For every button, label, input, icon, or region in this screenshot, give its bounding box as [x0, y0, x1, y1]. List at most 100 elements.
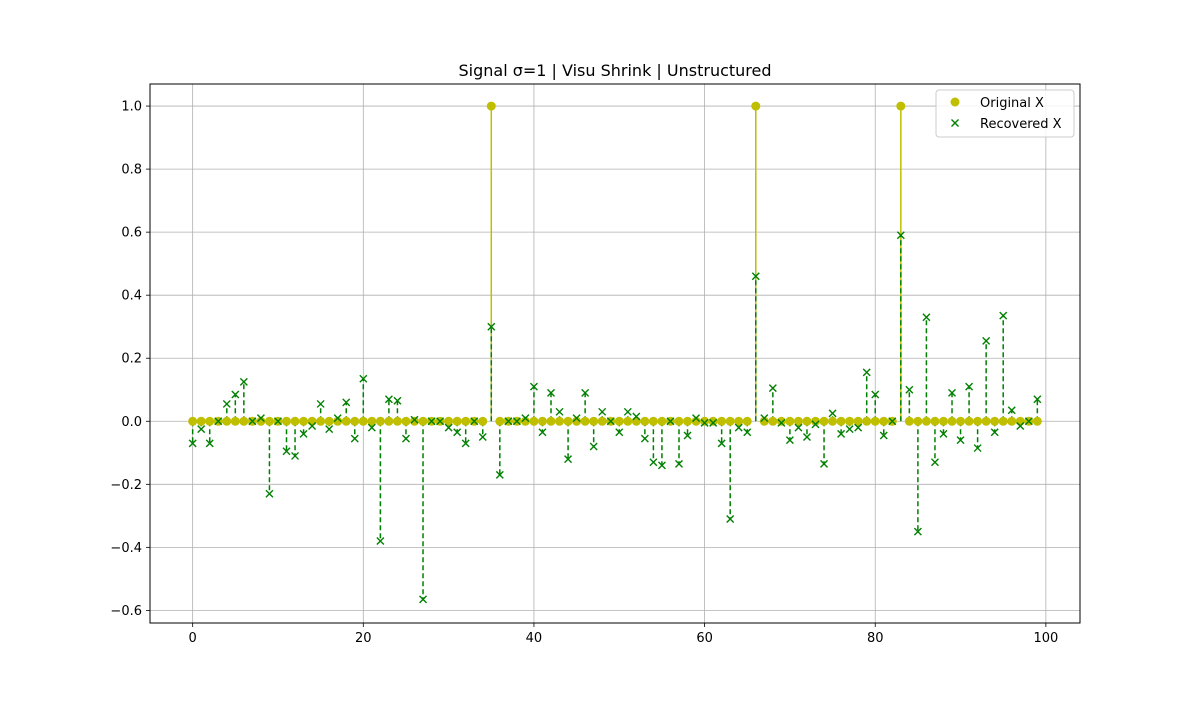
recovered-point [299, 429, 308, 438]
recovered-point [547, 388, 556, 397]
original-point [341, 416, 351, 426]
original-point [264, 416, 274, 426]
legend-marker-original [950, 97, 960, 107]
original-point [1015, 416, 1025, 426]
chart-title: Signal σ=1 | Visu Shrink | Unstructured [458, 61, 771, 80]
recovered-point [837, 429, 846, 438]
recovered-point [820, 459, 829, 468]
legend-label-original: Original X [980, 96, 1044, 111]
recovered-point [1024, 417, 1033, 426]
original-point [444, 416, 454, 426]
original-point [683, 416, 693, 426]
marker-layer [188, 101, 1042, 604]
recovered-point [188, 439, 197, 448]
original-point [375, 416, 385, 426]
original-point [981, 416, 991, 426]
original-point [870, 416, 880, 426]
original-point [947, 416, 957, 426]
recovered-point [888, 417, 897, 426]
original-point [461, 416, 471, 426]
original-point [811, 416, 821, 426]
recovered-point [291, 451, 300, 460]
y-tick-label: −0.6 [110, 604, 142, 619]
legend-marker-recovered [951, 119, 959, 127]
recovered-point [666, 417, 675, 426]
original-point [537, 416, 547, 426]
y-tick-label: −0.4 [110, 541, 142, 556]
original-point [409, 416, 419, 426]
recovered-point [828, 409, 837, 418]
original-point [998, 416, 1008, 426]
recovered-point [871, 390, 880, 399]
recovered-point [1033, 395, 1042, 404]
original-point [930, 416, 940, 426]
original-point [520, 416, 530, 426]
recovered-point [922, 313, 931, 322]
original-point [486, 101, 496, 111]
recovered-point [973, 444, 982, 453]
recovered-point [376, 537, 385, 546]
recovered-point [256, 414, 265, 423]
original-point [853, 416, 863, 426]
original-point [188, 416, 198, 426]
original-point [879, 416, 889, 426]
recovered-point [308, 422, 317, 430]
original-point [734, 416, 744, 426]
tick-layer: 0 20 40 60 80 100 −0.6 −0.4 −0.2 0.0 0.2 0.4 0.6 0.8 1… [110, 100, 1058, 646]
recovered-point [879, 431, 888, 440]
recovered-point [692, 414, 701, 423]
recovered-point [427, 417, 436, 426]
recovered-point [282, 447, 291, 456]
recovered-point [948, 388, 957, 397]
recovered-point [905, 385, 914, 394]
y-tick-label: 1.0 [121, 100, 142, 115]
original-point [657, 416, 667, 426]
recovered-point [205, 439, 214, 448]
recovered-point [598, 407, 607, 416]
recovered-point [367, 423, 376, 432]
original-point [367, 416, 377, 426]
x-tick-label: 0 [189, 631, 197, 646]
y-tick-label: 0.4 [121, 289, 142, 304]
recovered-point [444, 423, 453, 432]
recovered-point [384, 395, 393, 404]
original-point [333, 416, 343, 426]
original-point [990, 416, 1000, 426]
recovered-point [965, 382, 974, 391]
recovered-point [248, 417, 257, 426]
recovered-point [640, 434, 649, 443]
recovered-point [359, 374, 368, 383]
legend-x-glyph [951, 119, 959, 127]
original-point [614, 416, 624, 426]
recovered-point [777, 418, 786, 427]
recovered-point [419, 595, 428, 604]
recovered-point [410, 415, 419, 424]
recovered-point [726, 514, 735, 523]
y-tick-label: −0.2 [110, 478, 142, 493]
x-tick-label: 100 [1033, 631, 1058, 646]
recovered-point [683, 431, 692, 440]
original-point [580, 416, 590, 426]
original-point [418, 416, 428, 426]
original-point [222, 416, 232, 426]
original-point [529, 416, 539, 426]
original-point [725, 416, 735, 426]
recovered-point [802, 433, 811, 442]
original-point [828, 416, 838, 426]
recovered-point [896, 231, 905, 240]
original-point [290, 416, 300, 426]
recovered-point [470, 417, 479, 426]
recovered-point [333, 414, 342, 423]
original-point [776, 416, 786, 426]
original-point [230, 416, 240, 426]
original-point [742, 416, 752, 426]
original-point [307, 416, 317, 426]
original-point [392, 416, 402, 426]
original-point [1032, 416, 1042, 426]
recovered-point [453, 428, 462, 437]
recovered-point [785, 436, 794, 445]
recovered-point [461, 439, 470, 448]
recovered-point [751, 272, 760, 281]
original-point [793, 416, 803, 426]
